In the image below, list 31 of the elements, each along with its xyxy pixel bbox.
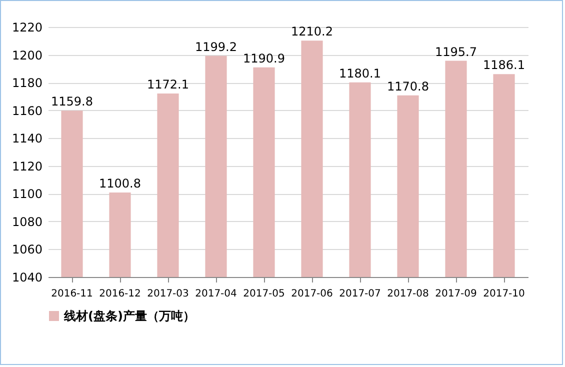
data-label: 1199.2 [195,40,237,54]
y-tick-label: 1060 [12,242,42,257]
data-label: 1210.2 [291,24,333,39]
y-tick-label: 1160 [12,104,42,118]
x-tick-label: 2016-12 [99,288,141,300]
data-label: 1170.8 [387,79,429,94]
x-tick-label: 2017-03 [147,288,189,300]
x-tick-label: 2017-10 [483,288,525,300]
y-tick-label: 1200 [12,48,42,62]
legend-label: 线材(盘条)产量（万吨） [63,309,195,323]
data-label: 1190.9 [243,51,285,66]
x-tick-label: 2017-08 [387,288,429,300]
x-tick-label: 2017-04 [195,288,237,300]
data-label: 1172.1 [147,78,189,92]
data-label: 1195.7 [435,44,477,59]
data-label: 1180.1 [339,66,381,80]
y-tick-label: 1120 [12,159,42,174]
y-tick-label: 1180 [12,76,42,90]
y-tick-label: 1040 [12,270,42,284]
data-label: 1159.8 [51,94,93,109]
y-tick-label: 1080 [12,214,42,229]
data-label: 1100.8 [99,176,141,191]
x-tick-label: 2017-05 [243,288,285,300]
y-tick-label: 1220 [12,20,42,34]
x-tick-label: 2017-07 [339,288,381,300]
y-tick-label: 1100 [12,187,42,202]
y-tick-label: 1140 [12,132,42,146]
x-tick-label: 2017-09 [435,288,477,300]
x-tick-label: 2017-06 [291,288,333,300]
data-label: 1186.1 [483,58,525,72]
x-tick-label: 2016-11 [51,288,93,300]
